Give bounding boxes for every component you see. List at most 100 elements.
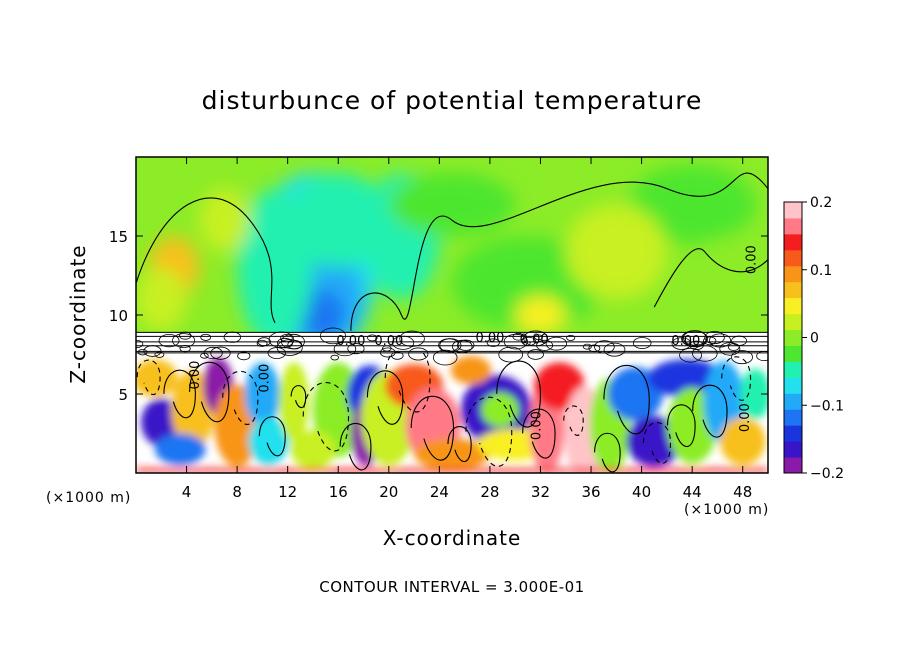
- contour-lower-8: [366, 370, 404, 425]
- colorbar-swatch: [784, 281, 802, 299]
- cloud-eddy-22: [158, 333, 180, 348]
- cloud-eddy-14: [594, 340, 615, 354]
- cloud-eddy-20: [486, 338, 500, 347]
- eddy-1: [141, 398, 182, 447]
- cloud-eddy-4: [333, 341, 357, 357]
- cloud-eddy-62: [391, 351, 404, 360]
- cloud-eddy-33: [320, 327, 346, 345]
- cloud-eddy-12: [137, 348, 148, 356]
- cloud-eddy-5: [679, 347, 703, 363]
- cloud-eddy-47: [503, 333, 528, 350]
- cloud-eddy-48: [154, 351, 165, 358]
- x-tick-label: 28: [480, 483, 499, 501]
- x-tick-label: 44: [683, 483, 702, 501]
- upper-anomaly-9: [136, 267, 187, 331]
- upper-anomaly-10: [515, 296, 566, 334]
- x-unit-label-right: (×1000 m): [684, 502, 770, 518]
- cloud-eddy-31: [521, 336, 536, 347]
- cloud-eddy-30: [689, 340, 704, 351]
- eddy-17: [481, 392, 519, 428]
- contour-upper-2: [653, 248, 768, 308]
- contour-lower-17: [603, 364, 650, 435]
- cloud-eddy-11: [703, 336, 717, 346]
- eddy-3: [154, 433, 206, 466]
- eddy-30: [450, 356, 492, 385]
- x-tick-label: 20: [379, 483, 398, 501]
- contour-label: 0.00: [671, 334, 700, 349]
- upper-anomaly-3: [287, 172, 389, 268]
- contour-lower-11: [447, 426, 472, 463]
- eddy-6: [244, 362, 281, 426]
- cloud-eddy-40: [603, 342, 626, 357]
- contour-label: 0.00: [475, 331, 504, 346]
- contour-lower-7: [339, 422, 372, 471]
- colorbar-swatch: [784, 377, 802, 394]
- cloud-eddy-64: [399, 330, 425, 347]
- contour-lower-20: [692, 384, 728, 438]
- y-axis: 5 10 15: [109, 228, 768, 404]
- y-tick-label: 10: [109, 307, 128, 325]
- colorbar-swatch: [784, 297, 802, 315]
- contour-lower-12: [465, 396, 513, 467]
- upper-anomaly-7: [452, 236, 604, 331]
- colorbar-swatch: [784, 361, 802, 378]
- cloud-eddy-37: [727, 343, 740, 351]
- colorbar-swatch: [784, 217, 802, 235]
- colorbar-swatch: [784, 249, 802, 267]
- contour-lower-14: [522, 408, 556, 459]
- eddy-7: [248, 417, 289, 466]
- cloud-eddy-35: [256, 339, 268, 347]
- eddy-28: [719, 417, 766, 466]
- contour-interval-note: CONTOUR INTERVAL = 3.000E-01: [319, 578, 585, 596]
- colorbar-tick-label: 0.2: [810, 195, 832, 211]
- contour-label: 0.00: [738, 403, 753, 432]
- cloud-eddy-44: [172, 333, 196, 348]
- cloud-eddy-24: [200, 333, 212, 341]
- contour-lower-10: [410, 395, 455, 461]
- colorbar-swatch: [784, 233, 802, 251]
- eddy-31: [290, 430, 336, 469]
- cloud-eddy-58: [237, 351, 251, 361]
- cloud-eddy-68: [545, 336, 567, 351]
- cloud-eddy-60: [756, 350, 768, 362]
- contour-lower-19: [666, 404, 696, 448]
- cloud-eddy-39: [457, 339, 475, 351]
- x-tick-label: 32: [531, 483, 550, 501]
- chart-title: disturbunce of potential temperature: [201, 86, 703, 115]
- colorbar-swatch: [784, 393, 802, 410]
- cloud-eddy-23: [582, 343, 592, 350]
- x-tick-label: 16: [329, 483, 348, 501]
- contour-label: 0.00: [520, 332, 549, 347]
- x-tick-label: 48: [733, 483, 752, 501]
- contour-label: 0.00: [188, 361, 203, 390]
- x-tick-label: 36: [581, 483, 600, 501]
- x-tick-label: 40: [632, 483, 651, 501]
- contour-label: 0.00: [258, 364, 273, 393]
- colorbar-swatch: [784, 202, 802, 219]
- contour-lower-16: [594, 432, 621, 473]
- contour-lower-4: [258, 416, 286, 457]
- contour-upper-0: [136, 197, 276, 324]
- cloud-eddy-50: [512, 332, 525, 341]
- y-tick-label: 15: [109, 228, 128, 246]
- upper-anomaly-6: [388, 172, 516, 236]
- cloud-eddy-15: [280, 334, 293, 343]
- colorbar-tick-label: −0.2: [810, 466, 844, 482]
- upper-atmosphere-field: [136, 157, 768, 363]
- cloud-eddy-46: [731, 350, 753, 365]
- cloud-eddy-56: [223, 331, 242, 343]
- cloud-eddy-16: [367, 334, 378, 342]
- cloud-eddy-18: [534, 334, 543, 341]
- upper-anomaly-14: [692, 236, 768, 331]
- colorbar-swatch: [784, 441, 802, 458]
- colorbar-tick-label: 0.1: [810, 263, 832, 279]
- cloud-eddy-65: [632, 337, 652, 349]
- contour-lower-3: [222, 371, 259, 425]
- colorbar-swatch: [784, 425, 802, 442]
- lower-field-eddies: [136, 356, 768, 473]
- inversion-layer-band: [136, 327, 768, 366]
- colorbar-swatch: [784, 329, 802, 346]
- x-axis-label: X-coordinate: [382, 526, 522, 550]
- cloud-eddy-19: [692, 345, 718, 362]
